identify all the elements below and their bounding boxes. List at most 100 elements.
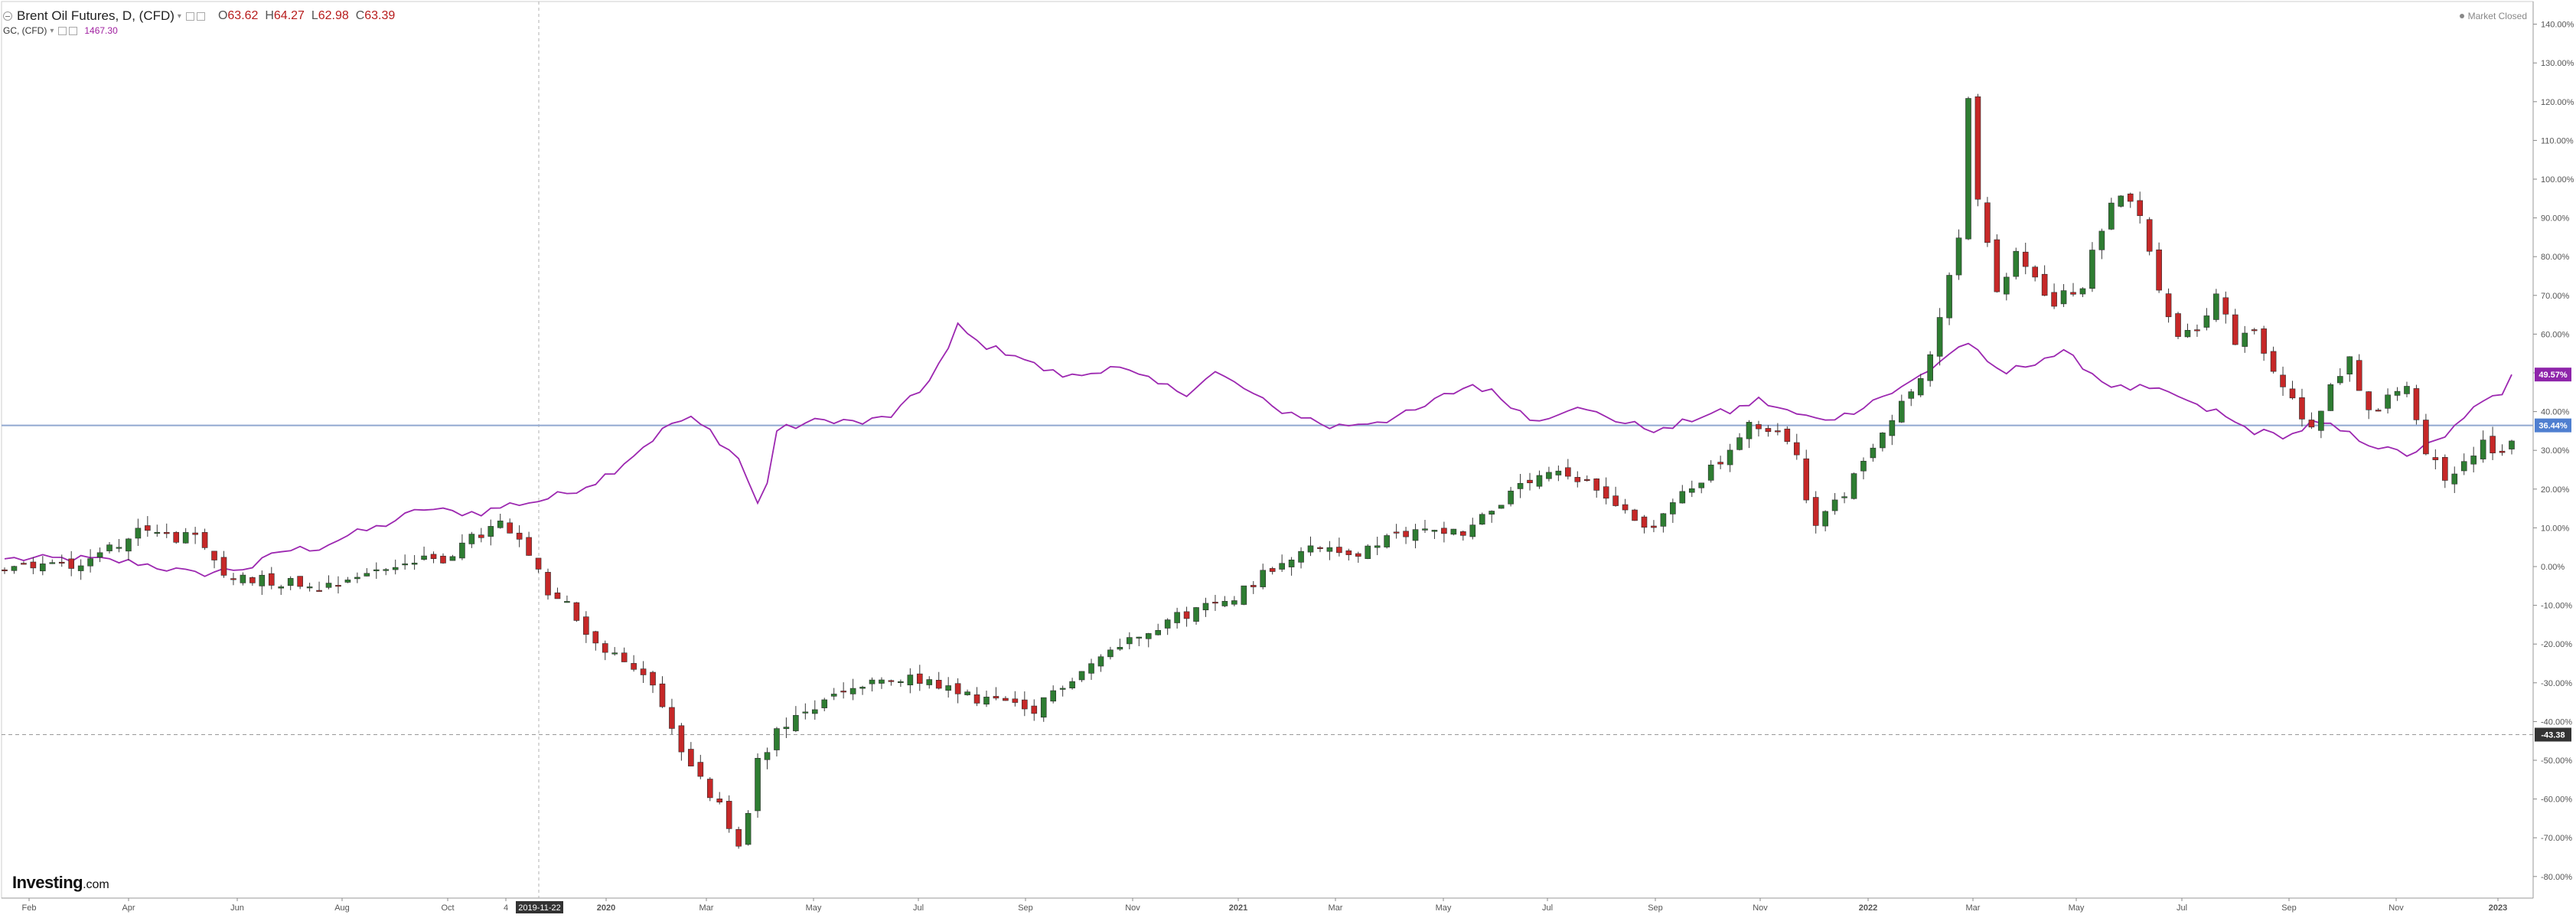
candle-body (297, 576, 303, 587)
candle-body (2175, 313, 2181, 337)
instrument-title[interactable]: Brent Oil Futures, D, (CFD) (17, 8, 174, 23)
x-tick-label: Sep (1018, 903, 1033, 913)
candle-body (1127, 637, 1133, 645)
overlay-symbol[interactable]: GC, (CFD) (3, 25, 47, 36)
candle-body (2451, 473, 2458, 485)
candle-body (706, 779, 713, 799)
candle-body (1822, 511, 1828, 527)
candle-body (2, 569, 8, 571)
candle-body (211, 550, 217, 560)
overlay-last-badge-bg (2535, 368, 2571, 382)
candle-body (678, 725, 685, 753)
candle-body (2442, 457, 2448, 481)
y-tick-label: -30.00% (2541, 679, 2572, 688)
candle-body (1593, 478, 1599, 491)
candle-body (1679, 491, 1686, 504)
candle-body (2261, 328, 2267, 354)
candle-body (1279, 563, 1285, 570)
candle-body (21, 563, 27, 565)
reference-lines: 2019-11-22 (2, 2, 2533, 913)
settings-icon[interactable] (185, 11, 194, 21)
candle-body (573, 602, 580, 621)
candle-body (535, 557, 542, 570)
close-label: C (355, 9, 365, 22)
candle-body (973, 694, 980, 704)
candle-body (1260, 570, 1267, 587)
chevron-down-icon[interactable]: ▾ (177, 11, 181, 21)
candle-body (2346, 356, 2353, 374)
candle-body (745, 812, 752, 845)
candle-body (1097, 656, 1104, 667)
candle-body (1479, 514, 1485, 525)
candle-body (1078, 671, 1085, 681)
candle-body (1183, 611, 1190, 619)
candle-body (2070, 292, 2076, 295)
candle-body (2308, 420, 2315, 428)
candle-body (173, 531, 180, 543)
candle-body (1403, 531, 1409, 537)
brent-candlestick-series (2, 93, 2515, 849)
x-tick-label: Jul (913, 903, 924, 913)
y-tick-label: 30.00% (2541, 446, 2570, 456)
candle-body (859, 687, 866, 689)
chevron-down-icon[interactable]: ▾ (50, 26, 54, 35)
candle-body (1221, 600, 1228, 606)
candle-body (2366, 391, 2372, 410)
candle-body (30, 561, 37, 569)
y-tick-label: 120.00% (2541, 98, 2574, 107)
candle-body (1374, 545, 1381, 548)
candle-body (2079, 288, 2086, 295)
collapse-icon[interactable] (3, 11, 12, 21)
candle-body (1050, 690, 1056, 702)
y-tick-label: -80.00% (2541, 873, 2572, 882)
candle-body (1355, 553, 1361, 557)
settings-icon[interactable] (58, 26, 67, 35)
y-tick-label: 140.00% (2541, 21, 2574, 30)
candle-body (478, 534, 484, 538)
x-tick-label: Jun (230, 903, 244, 913)
candle-body (1898, 400, 1905, 423)
candle-body (1307, 545, 1314, 553)
candle-body (1288, 560, 1295, 567)
candle-body (1831, 499, 1838, 511)
x-tick-label: Jul (2177, 903, 2187, 913)
close-icon[interactable] (69, 26, 78, 35)
candle-body (1946, 275, 1952, 319)
candle-body (154, 531, 161, 534)
candle-body (735, 828, 742, 847)
horizontal-line-badge-bg (2535, 727, 2571, 742)
y-tick-label: -70.00% (2541, 834, 2572, 843)
x-axis[interactable]: Feb Apr Jun Aug Oct 4 2020 Mar May Jul Sep Nov 2021 M… (22, 898, 2508, 913)
candle-body (764, 752, 771, 760)
candle-body (2404, 386, 2410, 394)
candle-body (2032, 266, 2038, 278)
candle-body (1784, 428, 1791, 443)
candle-body (2251, 329, 2258, 332)
candle-body (688, 749, 694, 766)
candle-body (2004, 276, 2010, 295)
candle-body (1088, 663, 1094, 674)
x-tick-label: 2020 (597, 903, 615, 913)
x-tick-label: May (2069, 903, 2085, 913)
candle-body (2490, 436, 2496, 453)
candle-body (2432, 457, 2439, 460)
y-axis[interactable]: 140.00% 130.00% 120.00% 110.00% 100.00% 90.00… (2533, 21, 2574, 882)
y-tick-label: 20.00% (2541, 485, 2570, 495)
x-tick-label: May (1436, 903, 1452, 913)
candle-body (1651, 525, 1657, 528)
candle-body (2375, 410, 2382, 412)
candle-body (1489, 511, 1495, 515)
candle-body (2051, 292, 2057, 307)
candle-body (964, 691, 970, 695)
ohlc-values: O63.62 H64.27 L62.98 C63.39 (218, 9, 395, 23)
candle-body (783, 727, 790, 730)
candle-body (898, 681, 904, 684)
candle-body (554, 592, 561, 599)
close-icon[interactable] (196, 11, 205, 21)
candle-body (344, 580, 351, 583)
candle-body (2413, 388, 2420, 420)
candle-body (383, 569, 390, 571)
candle-body (2118, 195, 2124, 207)
candle-body (411, 563, 418, 565)
